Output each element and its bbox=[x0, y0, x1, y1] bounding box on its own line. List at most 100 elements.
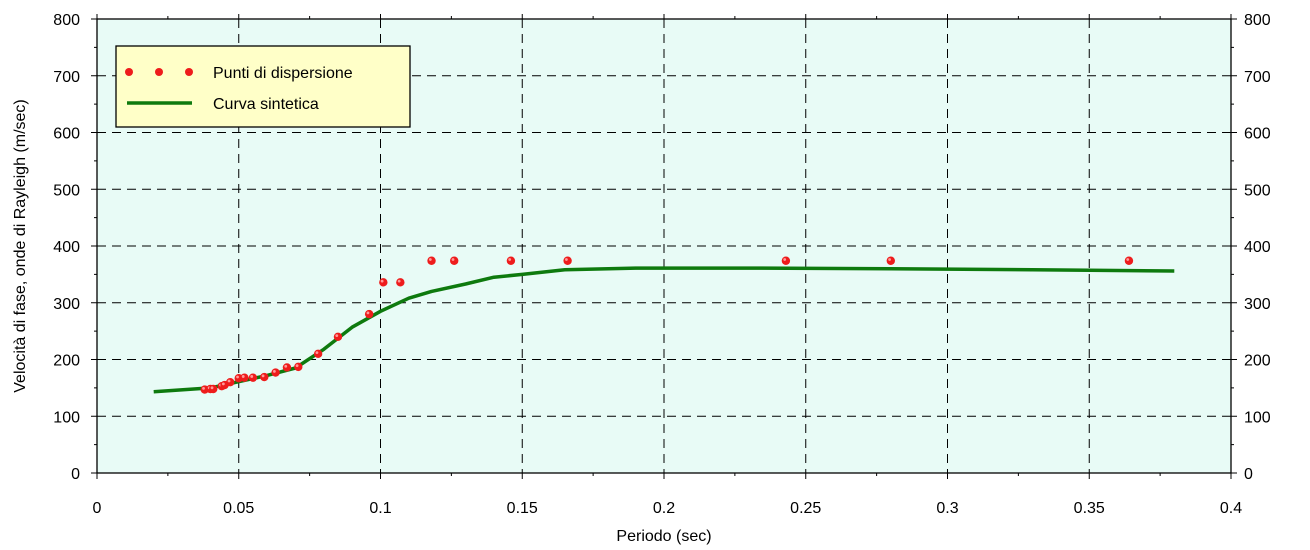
data-point bbox=[450, 256, 459, 265]
x-tick-labels: 0 0.05 0.1 0.15 0.2 0.25 0.3 0.35 0.4 bbox=[93, 500, 1243, 517]
legend-label-points: Punti di dispersione bbox=[213, 65, 353, 82]
y-tick-label: 0 bbox=[71, 466, 80, 483]
data-point-dot bbox=[506, 256, 516, 265]
data-point bbox=[282, 363, 292, 372]
y-tick-labels-left: 0 100 200 300 400 500 600 700 800 bbox=[53, 12, 80, 483]
data-point bbox=[886, 256, 895, 265]
data-point bbox=[396, 278, 405, 287]
data-point-dot bbox=[427, 256, 436, 265]
data-point-dot bbox=[226, 378, 235, 387]
data-point-dot bbox=[282, 363, 292, 372]
data-point-highlight bbox=[565, 258, 568, 261]
data-point-highlight bbox=[428, 258, 432, 261]
data-point-highlight bbox=[380, 279, 384, 283]
data-point-dot bbox=[333, 332, 343, 341]
data-point bbox=[364, 309, 374, 319]
data-point bbox=[333, 332, 343, 341]
data-point-highlight bbox=[221, 382, 225, 386]
y-tick-label: 800 bbox=[53, 12, 80, 29]
data-point-highlight bbox=[261, 374, 265, 378]
data-point-highlight bbox=[202, 386, 205, 390]
y-tick-label: 400 bbox=[53, 239, 80, 256]
data-point-highlight bbox=[783, 258, 787, 261]
legend-marker-dot bbox=[185, 68, 193, 76]
y-tick-label-right: 700 bbox=[1244, 69, 1271, 86]
x-tick-label: 0.05 bbox=[223, 500, 254, 517]
data-point bbox=[506, 256, 516, 265]
data-point-dot bbox=[563, 256, 572, 265]
y-axis-title: Velocità di fase, onde di Rayleigh (m/se… bbox=[12, 99, 29, 392]
data-point-highlight bbox=[1126, 258, 1130, 261]
data-point bbox=[226, 378, 235, 387]
x-tick-label: 0.1 bbox=[369, 500, 391, 517]
legend-box bbox=[115, 45, 411, 128]
data-point-dot bbox=[886, 256, 895, 265]
data-point-highlight bbox=[508, 258, 512, 261]
y-tick-label-right: 400 bbox=[1244, 239, 1271, 256]
data-point-highlight bbox=[397, 279, 401, 283]
legend-marker-dot bbox=[155, 68, 163, 76]
data-point-highlight bbox=[284, 364, 288, 368]
data-point-highlight bbox=[241, 375, 245, 378]
data-point-highlight bbox=[227, 379, 231, 383]
plot-frame bbox=[96, 18, 1232, 474]
data-point bbox=[240, 373, 249, 382]
y-tick-label: 600 bbox=[53, 126, 80, 143]
data-point-highlight bbox=[236, 375, 239, 379]
x-tick-label: 0.35 bbox=[1074, 500, 1105, 517]
data-point bbox=[1124, 256, 1134, 265]
data-point bbox=[209, 384, 218, 394]
data-point-dot bbox=[209, 384, 218, 394]
x-tick-label: 0.4 bbox=[1220, 500, 1242, 517]
data-point-highlight bbox=[335, 334, 339, 337]
y-tick-label-right: 200 bbox=[1244, 353, 1271, 370]
legend: Punti di dispersione Curva sintetica bbox=[115, 45, 411, 128]
x-tick-label: 0.15 bbox=[507, 500, 538, 517]
y-tick-label-right: 100 bbox=[1244, 409, 1271, 426]
data-point-highlight bbox=[366, 311, 370, 315]
data-point-highlight bbox=[273, 369, 276, 373]
y-tick-label-right: 0 bbox=[1244, 466, 1253, 483]
data-point-dot bbox=[240, 373, 249, 382]
data-point bbox=[427, 256, 436, 265]
data-point bbox=[294, 362, 303, 372]
data-point-dot bbox=[1124, 256, 1134, 265]
data-point-highlight bbox=[295, 364, 299, 368]
y-tick-label-right: 300 bbox=[1244, 296, 1271, 313]
data-point bbox=[563, 256, 572, 265]
y-tick-label: 500 bbox=[53, 182, 80, 199]
data-point bbox=[379, 278, 388, 287]
data-point-dot bbox=[313, 349, 323, 359]
data-point bbox=[313, 349, 323, 359]
data-point-highlight bbox=[451, 258, 455, 261]
data-point bbox=[248, 373, 258, 382]
y-tick-label: 100 bbox=[53, 409, 80, 426]
grid-lines bbox=[97, 19, 1231, 473]
data-point-dot bbox=[450, 256, 459, 265]
data-point-dot bbox=[260, 372, 269, 382]
data-point-highlight bbox=[315, 351, 319, 355]
data-point-dot bbox=[781, 256, 791, 265]
x-tick-label: 0 bbox=[93, 500, 102, 517]
series-points-punti-di-dispersione bbox=[200, 256, 1134, 394]
legend-label-curve: Curva sintetica bbox=[213, 96, 319, 113]
legend-marker-dot bbox=[125, 68, 133, 76]
data-point-dot bbox=[396, 278, 405, 287]
series-line-curva-sintetica bbox=[153, 266, 1175, 394]
data-point-dot bbox=[248, 373, 258, 382]
y-tick-label: 700 bbox=[53, 69, 80, 86]
data-point bbox=[271, 368, 280, 377]
y-tick-label-right: 500 bbox=[1244, 182, 1271, 199]
data-point-highlight bbox=[250, 375, 254, 378]
x-axis-title: Periodo (sec) bbox=[616, 528, 711, 545]
y-tick-labels-right: 0 100 200 300 400 500 600 700 800 bbox=[1244, 12, 1271, 483]
y-tick-label: 200 bbox=[53, 353, 80, 370]
data-point-highlight bbox=[888, 258, 891, 261]
x-tick-label: 0.25 bbox=[790, 500, 821, 517]
data-point-dot bbox=[364, 309, 374, 319]
data-point-dot bbox=[271, 368, 280, 377]
data-point-dot bbox=[379, 278, 388, 287]
y-tick-label: 300 bbox=[53, 296, 80, 313]
y-tick-label-right: 800 bbox=[1244, 12, 1271, 29]
